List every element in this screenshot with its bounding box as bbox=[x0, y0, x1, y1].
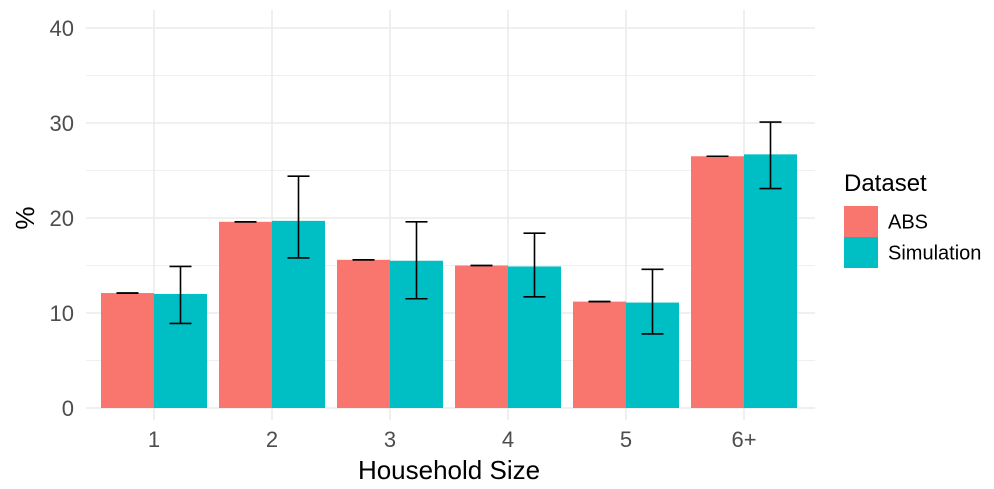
legend-label: ABS bbox=[888, 212, 928, 234]
bar-abs-2 bbox=[219, 221, 272, 408]
y-tick-label: 20 bbox=[50, 206, 74, 231]
y-axis-ticks: 0 10 20 30 40 bbox=[50, 16, 74, 421]
bar-abs-3 bbox=[337, 259, 390, 408]
legend: Dataset ABS Simulation bbox=[844, 170, 981, 268]
bars bbox=[101, 154, 797, 408]
error-bar-simulation-4 bbox=[523, 232, 546, 298]
x-tick-label: 6+ bbox=[731, 427, 756, 452]
x-tick-label: 5 bbox=[620, 427, 632, 452]
error-bar-simulation-1 bbox=[169, 265, 192, 325]
error-bar-simulation-2 bbox=[287, 175, 310, 259]
legend-title: Dataset bbox=[844, 170, 927, 197]
x-axis-title: Household Size bbox=[358, 455, 540, 485]
x-tick-label: 1 bbox=[148, 427, 160, 452]
y-tick-label: 10 bbox=[50, 301, 74, 326]
x-tick-label: 2 bbox=[266, 427, 278, 452]
bar-abs-4 bbox=[455, 265, 508, 408]
error-bar-simulation-5 bbox=[641, 268, 664, 335]
legend-item-simulation: Simulation bbox=[844, 237, 981, 268]
legend-label: Simulation bbox=[888, 243, 981, 265]
y-tick-label: 40 bbox=[50, 16, 74, 41]
bar-abs-5 bbox=[573, 301, 626, 408]
error-bars bbox=[116, 121, 782, 335]
x-tick-label: 4 bbox=[502, 427, 514, 452]
legend-item-abs: ABS bbox=[844, 206, 928, 237]
x-tick-label: 3 bbox=[384, 427, 396, 452]
bar-abs-6+ bbox=[691, 156, 744, 408]
x-axis-ticks: 1 2 3 4 5 6+ bbox=[148, 427, 757, 452]
y-tick-label: 0 bbox=[62, 396, 74, 421]
bar-simulation-6+ bbox=[744, 154, 797, 408]
error-bar-simulation-6+ bbox=[759, 121, 782, 190]
error-bar-simulation-3 bbox=[405, 221, 428, 300]
bar-abs-1 bbox=[101, 293, 154, 408]
legend-swatch bbox=[844, 206, 878, 237]
y-tick-label: 30 bbox=[50, 111, 74, 136]
legend-swatch bbox=[844, 237, 878, 268]
y-axis-title: % bbox=[10, 206, 40, 229]
